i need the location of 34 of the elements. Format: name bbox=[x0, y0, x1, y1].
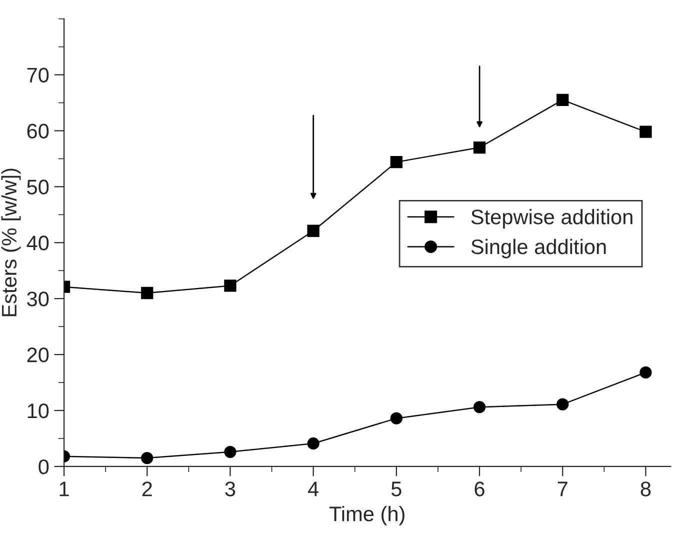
x-tick-label: 5 bbox=[391, 482, 402, 496]
point bbox=[141, 286, 154, 300]
legend-label: Stepwise addition bbox=[471, 209, 632, 228]
y-tick-label: 40 bbox=[26, 236, 49, 250]
x-tick-label: 7 bbox=[558, 482, 568, 496]
x-tick-label: 2 bbox=[142, 482, 152, 496]
point bbox=[473, 141, 486, 154]
x-tick-label: 6 bbox=[474, 482, 484, 496]
y-tick-label: 30 bbox=[27, 292, 49, 306]
x-tick-label: 8 bbox=[640, 482, 651, 496]
point bbox=[141, 452, 154, 464]
point bbox=[307, 437, 320, 450]
y-tick-label: 0 bbox=[38, 459, 49, 474]
y-tick-label: 60 bbox=[27, 124, 49, 138]
point bbox=[640, 126, 652, 138]
legend-label: Single addition bbox=[471, 238, 606, 258]
x-tick-label: 1 bbox=[60, 482, 69, 496]
point bbox=[390, 156, 402, 168]
point bbox=[473, 401, 486, 414]
point bbox=[640, 366, 652, 379]
point bbox=[556, 398, 569, 410]
y-tick-label: 10 bbox=[28, 403, 49, 418]
y-tick-label: 50 bbox=[27, 180, 49, 194]
y-axis-title: Esters (% [w/w]) bbox=[1, 168, 21, 316]
x-tick-label: 3 bbox=[225, 482, 236, 496]
point bbox=[307, 224, 320, 237]
x-axis-title: Time (h) bbox=[329, 506, 404, 526]
point bbox=[556, 94, 569, 106]
y-tick-label: 70 bbox=[27, 68, 49, 83]
y-tick-label: 20 bbox=[27, 348, 49, 362]
point bbox=[224, 280, 236, 292]
point bbox=[224, 446, 236, 458]
x-tick-label: 4 bbox=[308, 482, 318, 496]
point bbox=[390, 412, 402, 424]
